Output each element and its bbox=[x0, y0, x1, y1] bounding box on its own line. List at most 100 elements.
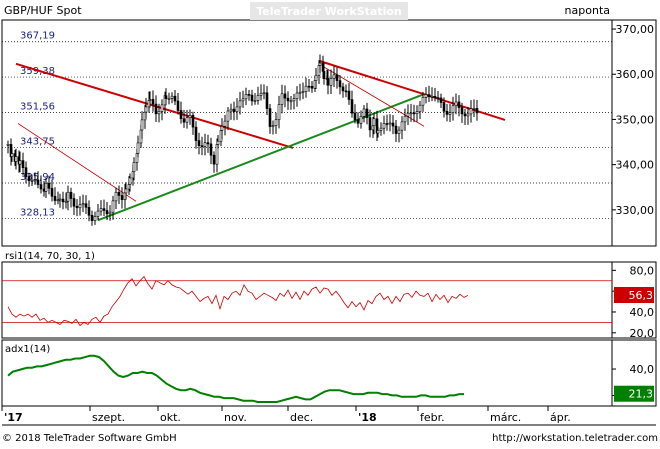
candle-body bbox=[120, 195, 124, 200]
candle-body bbox=[117, 191, 121, 196]
copyright: © 2018 TeleTrader Software GmbH bbox=[2, 433, 177, 444]
candle-body bbox=[114, 191, 118, 202]
candle-body bbox=[105, 210, 109, 215]
candle-body bbox=[253, 100, 257, 102]
candle-body bbox=[298, 91, 302, 94]
candle-body bbox=[307, 85, 311, 88]
candle-body bbox=[376, 130, 380, 134]
y-tick-label: 370,00 bbox=[616, 23, 655, 36]
candle-body bbox=[170, 95, 174, 99]
candle-body bbox=[457, 101, 461, 108]
candle-body bbox=[33, 179, 37, 182]
candle-body bbox=[385, 123, 389, 125]
candle-body bbox=[151, 99, 155, 105]
candle-body bbox=[406, 112, 410, 117]
panel-border-3 bbox=[1, 339, 657, 407]
candle-body bbox=[350, 99, 354, 114]
uptrend-trendline[interactable] bbox=[97, 93, 424, 222]
candle-body bbox=[78, 204, 82, 209]
candle-body bbox=[96, 210, 100, 217]
candle-body bbox=[265, 92, 269, 109]
candle-body bbox=[403, 115, 407, 123]
candle-body bbox=[176, 100, 180, 111]
candle-body bbox=[256, 95, 260, 101]
candle-body bbox=[318, 62, 322, 66]
candle-body bbox=[394, 125, 398, 134]
candle-body bbox=[418, 104, 422, 112]
candle-body bbox=[61, 198, 65, 203]
x-tick-label: '17 bbox=[4, 411, 23, 424]
candle-body bbox=[469, 108, 473, 115]
candle-body bbox=[229, 108, 233, 112]
candle-body bbox=[388, 122, 392, 125]
candle-body bbox=[466, 113, 470, 117]
candle-body bbox=[451, 105, 455, 113]
rsi-value-badge bbox=[614, 287, 654, 304]
y-tick-label: 360,00 bbox=[616, 68, 655, 81]
watermark: TeleTrader WorkStation bbox=[256, 5, 402, 18]
x-tick-label: márc. bbox=[490, 411, 521, 424]
candle-body bbox=[268, 108, 272, 127]
candle-body bbox=[84, 203, 88, 208]
candle-body bbox=[144, 106, 148, 113]
candle-body bbox=[274, 119, 278, 126]
candle-body bbox=[209, 143, 213, 156]
candle-body bbox=[99, 208, 103, 212]
candle-body bbox=[433, 96, 437, 98]
candle-body bbox=[87, 207, 91, 216]
candle-body bbox=[188, 115, 192, 119]
downtrend-trendline[interactable] bbox=[15, 62, 294, 149]
candle-body bbox=[64, 200, 68, 203]
candle-body bbox=[289, 100, 293, 103]
candle-body bbox=[212, 154, 216, 165]
candle-body bbox=[362, 108, 366, 117]
x-tick-label: okt. bbox=[160, 411, 181, 424]
candle-body bbox=[329, 78, 333, 86]
rsi-last-value: 56,3 bbox=[629, 289, 654, 302]
candle-body bbox=[220, 126, 224, 131]
candle-body bbox=[235, 106, 239, 112]
x-tick-label: febr. bbox=[420, 411, 445, 424]
candle-body bbox=[128, 177, 132, 185]
candle-body bbox=[379, 127, 383, 131]
adx-value-badge bbox=[614, 385, 654, 402]
candle-body bbox=[262, 92, 266, 95]
candle-body bbox=[50, 188, 54, 197]
candle-body bbox=[53, 196, 57, 201]
candle-body bbox=[314, 74, 318, 81]
period-label: naponta bbox=[565, 4, 610, 17]
candle-body bbox=[232, 108, 236, 112]
candle-body bbox=[424, 94, 428, 98]
candle-body bbox=[206, 142, 210, 145]
candle-body bbox=[382, 123, 386, 129]
candlesticks bbox=[6, 54, 479, 226]
candle-body bbox=[295, 92, 299, 99]
candle-body bbox=[412, 112, 416, 115]
candle-body bbox=[44, 182, 48, 192]
candle-body bbox=[148, 99, 152, 101]
candle-body bbox=[463, 113, 467, 117]
candle-body bbox=[475, 108, 479, 114]
x-tick-label: nov. bbox=[224, 411, 247, 424]
x-tick-label: szept. bbox=[92, 411, 125, 424]
candle-body bbox=[185, 117, 189, 123]
candle-body bbox=[108, 211, 112, 215]
candle-body bbox=[157, 111, 161, 115]
candle-body bbox=[397, 129, 401, 134]
candle-body bbox=[415, 111, 419, 115]
thin-trendline[interactable] bbox=[17, 123, 137, 202]
candle-body bbox=[427, 94, 431, 98]
adx-y-tick-label: 40,0 bbox=[630, 363, 655, 376]
candle-body bbox=[304, 85, 308, 92]
candle-body bbox=[442, 102, 446, 112]
candle-body bbox=[203, 142, 207, 147]
level-label: 367,19 bbox=[20, 31, 55, 42]
source-url[interactable]: http://workstation.teletrader.com bbox=[492, 433, 658, 444]
candle-body bbox=[353, 112, 357, 121]
symbol-title: GBP/HUF Spot bbox=[4, 4, 82, 17]
adx-last-value: 21,3 bbox=[629, 388, 654, 401]
candle-body bbox=[179, 110, 183, 120]
candle-body bbox=[111, 200, 115, 213]
candle-body bbox=[430, 96, 434, 98]
candle-body bbox=[226, 110, 230, 122]
